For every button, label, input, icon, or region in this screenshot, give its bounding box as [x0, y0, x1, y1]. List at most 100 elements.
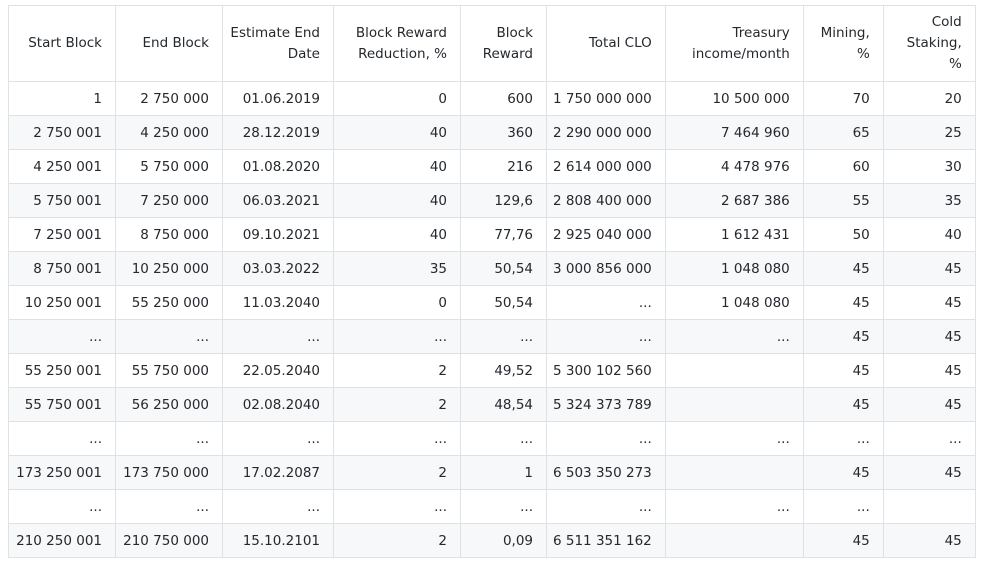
- cell-start-block: 2 750 001: [8, 115, 116, 150]
- column-header-block-reward-reduction: Block Reward Reduction, %: [333, 5, 461, 82]
- cell-block-reward: 0,09: [460, 523, 547, 558]
- column-header-block-reward: Block Reward: [460, 5, 547, 82]
- cell-end-block: 7 250 000: [115, 183, 223, 218]
- cell-treasury-income-month: 4 478 976: [664, 149, 804, 184]
- cell-block-reward: 360: [460, 115, 547, 150]
- cell-mining-percent: 70: [802, 81, 884, 116]
- cell-total-clo: 2 808 400 000: [546, 183, 666, 218]
- cell-mining-percent: 60: [802, 149, 884, 184]
- cell-block-reward-reduction: 2: [333, 455, 461, 490]
- cell-estimate-end-date: ...: [222, 319, 334, 354]
- cell-estimate-end-date: 01.06.2019: [222, 81, 334, 116]
- column-header-cold-staking-percent: Cold Staking, %: [882, 5, 976, 82]
- cell-end-block: 173 750 000: [115, 455, 223, 490]
- cell-block-reward: 49,52: [460, 353, 547, 388]
- cell-treasury-income-month: [664, 455, 804, 490]
- cell-treasury-income-month: [664, 523, 804, 558]
- cell-mining-percent: ...: [802, 489, 884, 524]
- cell-mining-percent: 45: [802, 319, 884, 354]
- cell-cold-staking-percent: 45: [882, 387, 976, 422]
- cell-cold-staking-percent: 30: [882, 149, 976, 184]
- cell-treasury-income-month: [664, 387, 804, 422]
- cell-estimate-end-date: 15.10.2101: [222, 523, 334, 558]
- cell-cold-staking-percent: 40: [882, 217, 976, 252]
- cell-total-clo: 2 925 040 000: [546, 217, 666, 252]
- cell-cold-staking-percent: 45: [882, 353, 976, 388]
- cell-block-reward: 216: [460, 149, 547, 184]
- cell-block-reward: 50,54: [460, 285, 547, 320]
- table-row: ...........................: [8, 421, 976, 456]
- cell-block-reward: 48,54: [460, 387, 547, 422]
- cell-end-block: ...: [115, 319, 223, 354]
- cell-total-clo: 2 290 000 000: [546, 115, 666, 150]
- cell-mining-percent: 45: [802, 353, 884, 388]
- cell-total-clo: 1 750 000 000: [546, 81, 666, 116]
- cell-treasury-income-month: ...: [664, 319, 804, 354]
- cell-start-block: 1: [8, 81, 116, 116]
- cell-start-block: 5 750 001: [8, 183, 116, 218]
- table-row: ........................: [8, 489, 976, 524]
- cell-mining-percent: 65: [802, 115, 884, 150]
- cell-block-reward-reduction: 40: [333, 217, 461, 252]
- cell-block-reward: 77,76: [460, 217, 547, 252]
- cell-total-clo: 6 503 350 273: [546, 455, 666, 490]
- cell-start-block: ...: [8, 489, 116, 524]
- cell-total-clo: 5 300 102 560: [546, 353, 666, 388]
- cell-end-block: 55 750 000: [115, 353, 223, 388]
- cell-treasury-income-month: 1 048 080: [664, 251, 804, 286]
- cell-block-reward-reduction: 35: [333, 251, 461, 286]
- cell-end-block: ...: [115, 489, 223, 524]
- cell-treasury-income-month: 7 464 960: [664, 115, 804, 150]
- table-row: 8 750 001 10 250 000 03.03.2022 35 50,54 3 00…: [8, 251, 976, 286]
- cell-start-block: ...: [8, 319, 116, 354]
- cell-start-block: 4 250 001: [8, 149, 116, 184]
- cell-cold-staking-percent: 45: [882, 523, 976, 558]
- cell-estimate-end-date: 09.10.2021: [222, 217, 334, 252]
- cell-estimate-end-date: 01.08.2020: [222, 149, 334, 184]
- cell-cold-staking-percent: 45: [882, 319, 976, 354]
- cell-start-block: ...: [8, 421, 116, 456]
- cell-cold-staking-percent: 45: [882, 251, 976, 286]
- cell-end-block: 2 750 000: [115, 81, 223, 116]
- cell-end-block: 210 750 000: [115, 523, 223, 558]
- cell-start-block: 210 250 001: [8, 523, 116, 558]
- cell-total-clo: ...: [546, 319, 666, 354]
- cell-block-reward-reduction: 40: [333, 183, 461, 218]
- cell-estimate-end-date: 22.05.2040: [222, 353, 334, 388]
- cell-estimate-end-date: 03.03.2022: [222, 251, 334, 286]
- cell-block-reward-reduction: 2: [333, 353, 461, 388]
- cell-mining-percent: 45: [802, 251, 884, 286]
- cell-block-reward: ...: [460, 319, 547, 354]
- cell-cold-staking-percent: ...: [882, 421, 976, 456]
- table-row: 5 750 001 7 250 000 06.03.2021 40 129,6 2 808…: [8, 183, 976, 218]
- cell-start-block: 55 750 001: [8, 387, 116, 422]
- column-header-total-clo: Total CLO: [546, 5, 666, 82]
- table-row: 173 250 001 173 750 000 17.02.2087 2 1 6 503 …: [8, 455, 976, 490]
- cell-block-reward: ...: [460, 489, 547, 524]
- cell-total-clo: ...: [546, 285, 666, 320]
- cell-end-block: 8 750 000: [115, 217, 223, 252]
- header-row: Start Block End Block Estimate End Date Blo…: [8, 5, 976, 82]
- cell-total-clo: 2 614 000 000: [546, 149, 666, 184]
- cell-start-block: 55 250 001: [8, 353, 116, 388]
- table-row: 55 250 001 55 750 000 22.05.2040 2 49,52 5 30…: [8, 353, 976, 388]
- cell-end-block: 10 250 000: [115, 251, 223, 286]
- cell-start-block: 10 250 001: [8, 285, 116, 320]
- cell-start-block: 8 750 001: [8, 251, 116, 286]
- cell-block-reward-reduction: ...: [333, 421, 461, 456]
- cell-end-block: 56 250 000: [115, 387, 223, 422]
- cell-total-clo: 3 000 856 000: [546, 251, 666, 286]
- table-row: 7 250 001 8 750 000 09.10.2021 40 77,76 2 925…: [8, 217, 976, 252]
- emission-schedule-table: Start Block End Block Estimate End Date Blo…: [8, 5, 976, 558]
- table-row: 2 750 001 4 250 000 28.12.2019 40 360 2 290 0…: [8, 115, 976, 150]
- cell-block-reward: 1: [460, 455, 547, 490]
- cell-estimate-end-date: 28.12.2019: [222, 115, 334, 150]
- cell-block-reward: ...: [460, 421, 547, 456]
- cell-mining-percent: 45: [802, 387, 884, 422]
- cell-cold-staking-percent: 35: [882, 183, 976, 218]
- cell-block-reward-reduction: 2: [333, 523, 461, 558]
- cell-mining-percent: 55: [802, 183, 884, 218]
- cell-cold-staking-percent: 45: [882, 285, 976, 320]
- cell-mining-percent: 45: [802, 455, 884, 490]
